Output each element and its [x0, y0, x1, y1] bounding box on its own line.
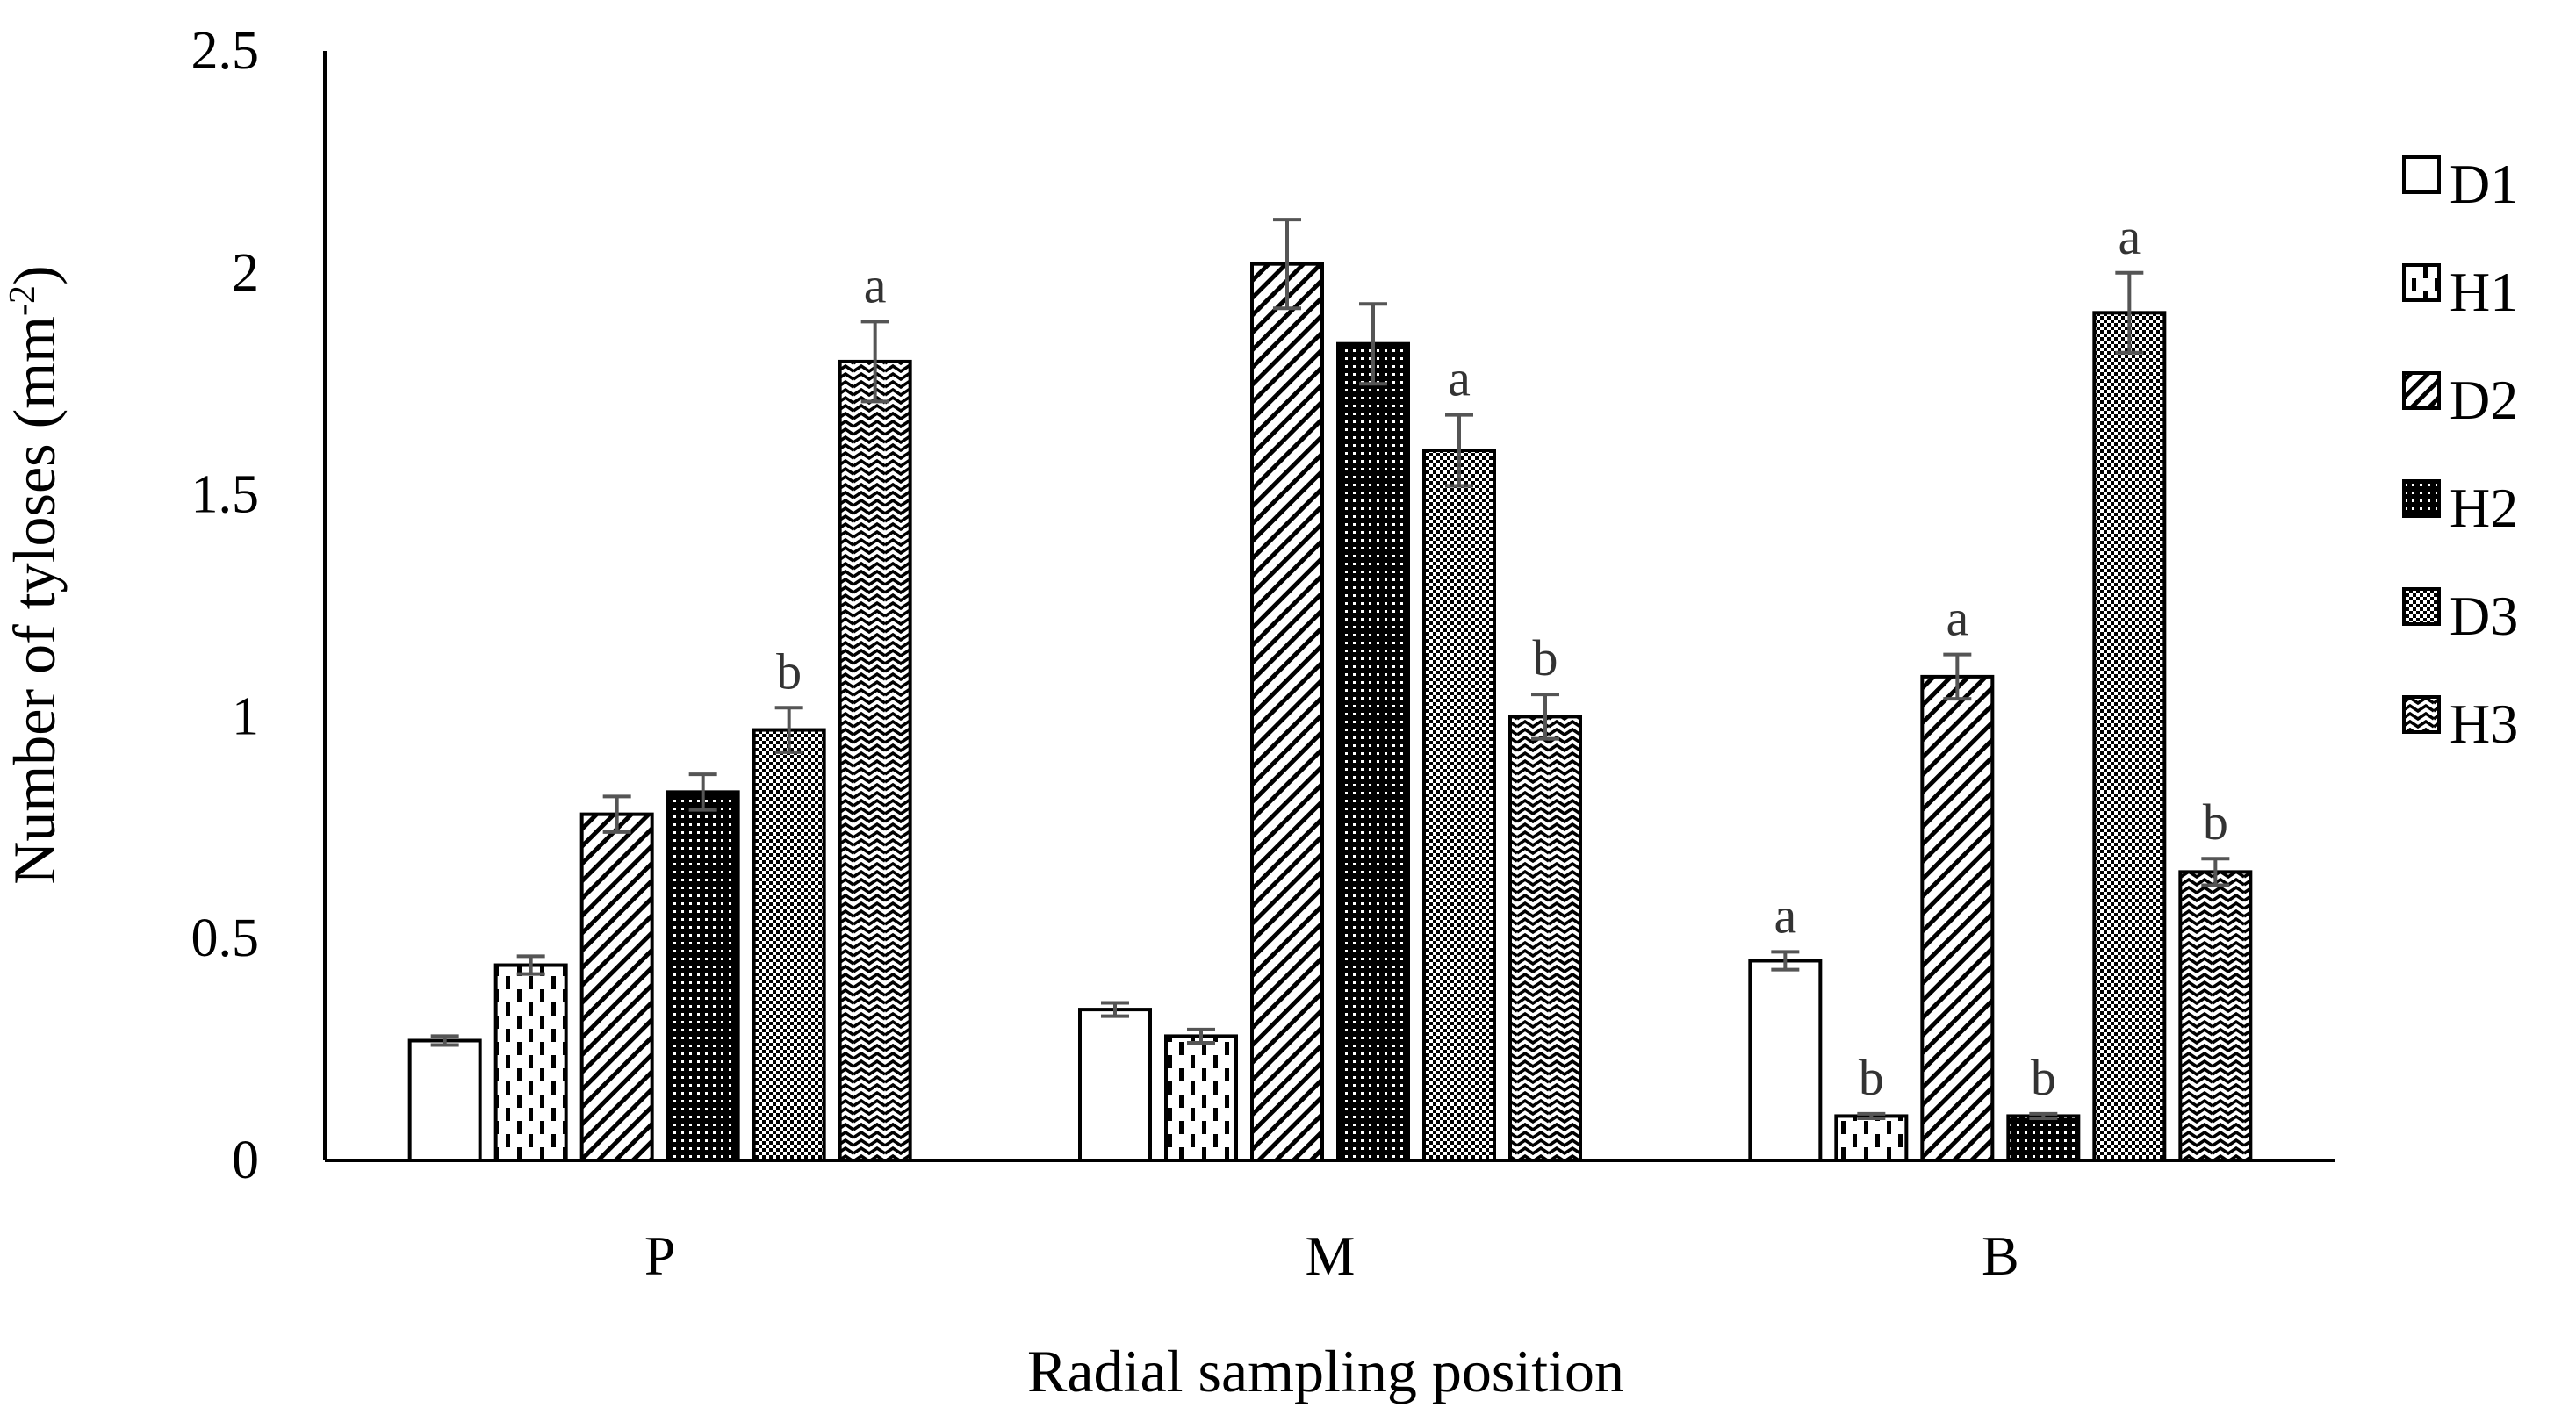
- y-tick-label: 0: [232, 1131, 259, 1190]
- legend-swatch: [2402, 479, 2441, 518]
- legend-swatch: [2402, 155, 2441, 194]
- bars-layer: [407, 262, 2253, 1163]
- y-tick-label: 0.5: [191, 908, 260, 968]
- error-bars-layer: [430, 218, 2230, 1120]
- y-axis-title-main: Number of tyloses (mm: [1, 316, 68, 885]
- legend-label: D3: [2450, 585, 2518, 647]
- significance-letter: a: [2118, 208, 2141, 265]
- plot-area: b a a b a b a b a b 0 0.5 1 1.5 2 2.5 P M B: [191, 21, 2335, 1287]
- legend-label: D1: [2450, 153, 2518, 215]
- bar: [1164, 1034, 1238, 1162]
- legend-swatch: [2402, 695, 2441, 734]
- significance-letter: b: [1859, 1049, 1884, 1106]
- significance-letter: a: [1774, 887, 1796, 944]
- bar: [493, 963, 568, 1163]
- bar: [2006, 1114, 2081, 1162]
- legend-swatch: [2402, 263, 2441, 302]
- x-category-label: P: [644, 1224, 676, 1287]
- bar: [407, 1038, 482, 1163]
- y-tick-labels: 0 0.5 1 1.5 2 2.5: [191, 21, 260, 1190]
- y-axis-title: Number of tyloses (mm-2): [1, 265, 68, 884]
- legend-label: H3: [2450, 693, 2518, 755]
- significance-letter: a: [864, 256, 887, 313]
- legend-label: D2: [2450, 369, 2518, 431]
- bar: [666, 790, 740, 1162]
- legend: D1 H1 D2 H2 D3 H3: [2402, 153, 2518, 755]
- significance-annotations: b a a b a b a b a b: [776, 208, 2228, 1106]
- y-tick-label: 1: [232, 686, 259, 746]
- bar: [752, 728, 826, 1162]
- bar: [838, 359, 912, 1163]
- significance-letter: b: [1533, 629, 1558, 686]
- bar: [1336, 341, 1410, 1163]
- legend-label: H1: [2450, 261, 2518, 323]
- significance-letter: b: [776, 643, 802, 700]
- y-tick-label: 2.5: [191, 21, 260, 81]
- legend-swatch: [2402, 587, 2441, 626]
- x-axis-title: Radial sampling position: [1027, 1338, 1624, 1404]
- bar: [1748, 959, 1823, 1162]
- significance-letter: b: [2031, 1049, 2056, 1106]
- y-tick-label: 1.5: [191, 465, 260, 525]
- legend-label: H2: [2450, 477, 2518, 539]
- bar: [1920, 674, 1995, 1162]
- y-axis-title-close: ): [1, 265, 68, 285]
- bar: [2178, 870, 2253, 1162]
- bar: [1422, 449, 1496, 1162]
- x-category-label: B: [1982, 1224, 2019, 1287]
- significance-letter: a: [1448, 350, 1471, 407]
- x-category-label: M: [1306, 1224, 1356, 1287]
- significance-letter: a: [1946, 590, 1968, 647]
- bar: [1250, 262, 1324, 1162]
- bar: [2092, 311, 2167, 1162]
- bar: [1508, 715, 1582, 1163]
- bar: [579, 812, 654, 1163]
- y-tick-label: 2: [232, 243, 259, 303]
- bar: [1078, 1008, 1152, 1162]
- significance-letter: b: [2203, 794, 2228, 851]
- legend-swatch: [2402, 371, 2441, 410]
- bar: [1834, 1114, 1909, 1162]
- y-axis-title-superscript: -2: [3, 285, 43, 316]
